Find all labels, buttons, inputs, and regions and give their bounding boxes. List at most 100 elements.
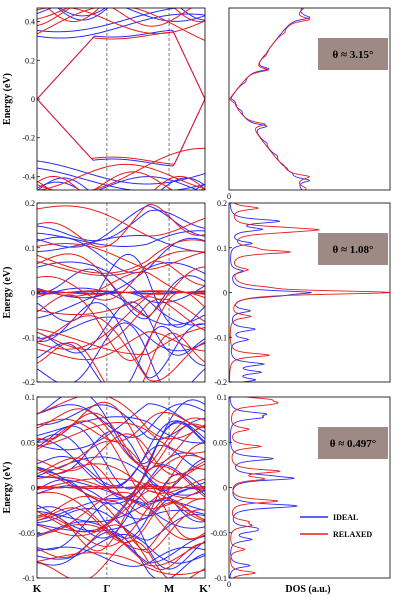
band-ideal [37,521,205,564]
angle-label: θ ≈ 1.08° [333,244,374,256]
band-relaxed [37,147,205,190]
band-relaxed [37,491,205,541]
band-relaxed [37,8,205,35]
axes-frame [228,396,391,579]
x-origin-label: 0 [227,580,231,589]
band-relaxed [37,411,205,442]
y-axis-label: Energy (eV) [2,73,13,125]
band-ideal [37,422,205,499]
angle-label: θ ≈ 0.497° [330,438,376,450]
angle-box [318,233,388,265]
k-point-label: K' [199,583,211,595]
band-relaxed [37,260,205,301]
band-relaxed [37,250,205,276]
x-origin-label: 0 [227,192,231,201]
y-tick-label: 0.2 [217,199,227,208]
plot-area [37,0,205,190]
y-tick-label: 0 [31,289,35,298]
band-ideal [57,8,205,21]
band-relaxed [37,331,205,361]
band-relaxed [37,422,205,454]
band-ideal [37,501,205,570]
band-relaxed [37,412,205,472]
band-relaxed [37,163,205,190]
y-tick-label: -0.1 [22,574,35,583]
band-relaxed [37,490,205,537]
band-relaxed [37,171,173,190]
axes-frame [36,7,206,191]
y-tick-label: 0.1 [25,393,35,402]
y-tick-label: 0.1 [217,393,227,402]
band-relaxed [37,332,205,382]
band-ideal [37,236,205,274]
band-relaxed [37,205,205,237]
band-ideal [37,177,205,190]
band-ideal [37,235,205,253]
band-relaxed [37,315,205,382]
plot-area [37,203,205,382]
band-ideal [37,430,205,491]
band-relaxed [37,243,205,270]
dos-relaxed [229,8,311,190]
angle-box [318,427,388,459]
plot-area [37,397,205,578]
band-ideal [37,205,205,248]
y-axis-label: Energy (eV) [2,462,13,514]
y-tick-label: -0.1 [214,574,227,583]
band-relaxed [37,239,205,274]
dos-relaxed [230,397,281,578]
y-tick-label: 0.2 [25,56,35,65]
band-ideal [37,253,205,328]
band-panel-2: -0.2 -0.1 0 0.1 0.2 Energy (eV) [2,199,206,387]
band-ideal [37,403,205,451]
band-ideal [37,420,205,488]
band-relaxed [37,327,205,355]
y-tick-label: -0.1 [22,333,35,342]
dos-relaxed [229,203,390,382]
y-tick-label: -0.05 [210,529,227,538]
dos-ideal [229,203,312,382]
dos-ideal [230,8,311,190]
band-ideal [37,485,205,520]
y-tick-label: 0 [223,484,227,493]
y-tick-label: -0.4 [22,172,35,181]
band-ideal [37,261,205,304]
band-ideal [37,302,205,379]
band-ideal [37,13,205,39]
angle-label: θ ≈ 3.15° [333,49,374,61]
band-ideal [37,98,205,167]
band-relaxed [37,98,205,165]
band-relaxed [37,8,193,27]
y-tick-label: -0.2 [22,378,35,387]
y-tick-label: 0.05 [21,438,35,447]
legend: IDEAL RELAXED [300,513,372,539]
band-ideal [37,0,205,7]
band-relaxed [37,440,205,484]
band-ideal [37,403,205,438]
band-panel-1: -0.4 -0.2 0 0.2 0.4 Energy (eV) [2,0,206,191]
band-relaxed [37,253,205,318]
band-relaxed [37,454,205,501]
band-relaxed [37,552,205,576]
dos-panel-2: -0.2 -0.1 0 0.1 0.2 θ ≈ 1.08° [214,199,391,387]
k-point-label: M [164,583,175,595]
y-tick-label: 0 [31,484,35,493]
dos-panel-1: 0 θ ≈ 3.15° [227,7,391,201]
band-ideal [37,181,205,190]
plot-area [229,203,390,382]
y-tick-label: 0.2 [25,199,35,208]
k-point-label: Γ [103,583,110,595]
band-relaxed [37,433,205,476]
legend-entry: RELAXED [333,530,372,539]
band-relaxed [37,408,205,467]
band-relaxed [37,8,205,41]
band-relaxed [37,523,205,567]
angle-box [318,38,388,70]
y-tick-label: 0.4 [25,18,35,27]
band-ideal [37,531,205,578]
band-relaxed [37,290,205,316]
band-ideal [37,230,205,247]
band-ideal [37,546,205,567]
k-point-label: K [33,583,42,595]
band-ideal [37,287,205,326]
